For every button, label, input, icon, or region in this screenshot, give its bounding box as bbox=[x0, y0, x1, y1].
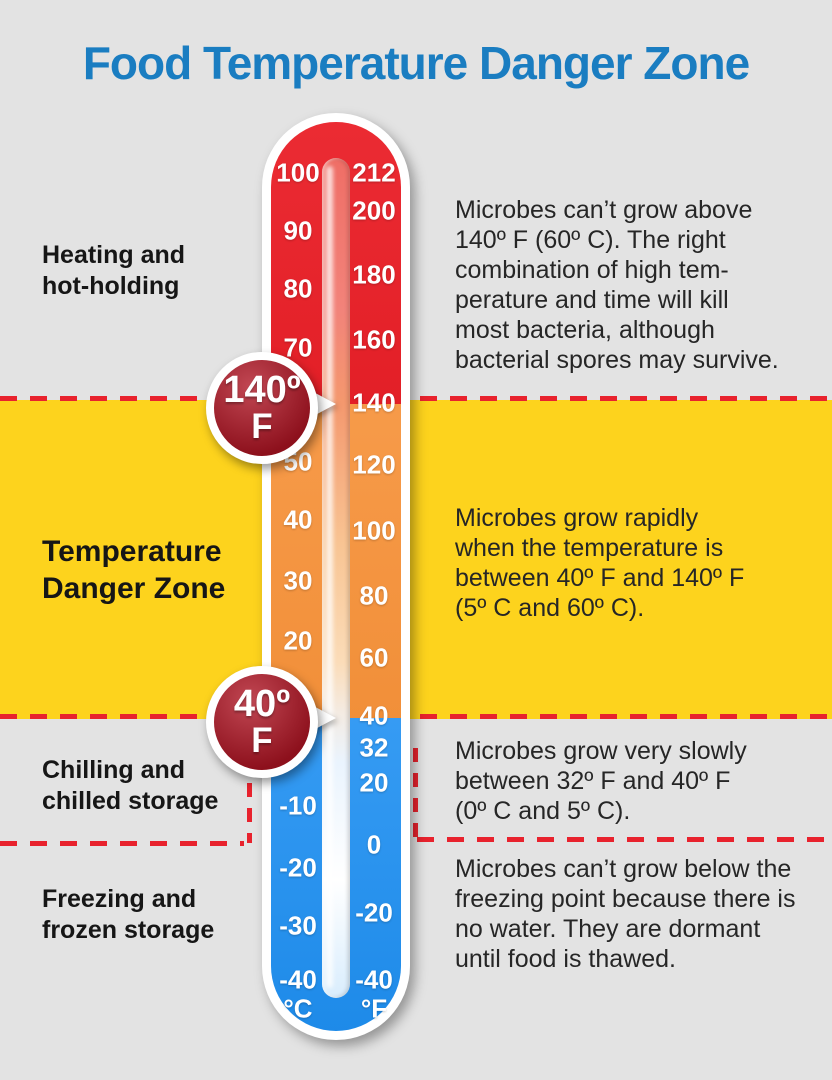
danger-zone-bottom-dashed-line bbox=[0, 714, 832, 719]
scale-tick: -40 bbox=[279, 964, 317, 995]
scale-tick: -40 bbox=[355, 964, 393, 995]
chill-zone-right-dashed-line bbox=[417, 837, 832, 842]
scale-tick: °C bbox=[283, 993, 313, 1024]
note-freezing-zone: Microbes can’t grow below the freezing p… bbox=[455, 855, 796, 973]
danger-zone-top-dashed-line bbox=[0, 396, 832, 401]
scale-tick: 70 bbox=[283, 332, 313, 363]
zone-label-chilling: Chilling and chilled storage bbox=[42, 756, 219, 815]
thermometer-tube bbox=[322, 158, 350, 998]
scale-tick: 30 bbox=[283, 565, 313, 596]
scale-tick: 140 bbox=[352, 387, 396, 418]
scale-tick: 160 bbox=[352, 324, 396, 355]
danger-zone-band bbox=[0, 400, 832, 719]
scale-tick: -20 bbox=[279, 852, 317, 883]
note-hot-zone: Microbes can’t grow above 140º F (60º C)… bbox=[455, 196, 779, 374]
scale-tick: 200 bbox=[352, 195, 396, 226]
scale-tick: 40 bbox=[359, 700, 389, 731]
badge-140f: 140º F bbox=[206, 352, 318, 464]
page-title: Food Temperature Danger Zone bbox=[82, 37, 750, 89]
scale-tick: 40 bbox=[283, 504, 313, 535]
zone-label-danger: Temperature Danger Zone bbox=[42, 535, 226, 605]
scale-tick: 100 bbox=[276, 157, 320, 188]
note-chill-zone: Microbes grow very slowly between 32º F … bbox=[455, 737, 747, 825]
note-danger-zone: Microbes grow rapidly when the temperatu… bbox=[455, 504, 745, 622]
scale-tick: 212 bbox=[352, 157, 396, 188]
scale-tick: 100 bbox=[352, 515, 396, 546]
badge-40f: 40º F bbox=[206, 666, 318, 778]
badge-40f-temp: 40º bbox=[233, 683, 291, 726]
scale-tick: 180 bbox=[352, 259, 396, 290]
scale-tick: 32 bbox=[359, 732, 389, 763]
scale-tick: 60 bbox=[359, 642, 389, 673]
scale-tick: 20 bbox=[283, 625, 313, 656]
scale-tick: 80 bbox=[283, 273, 313, 304]
chill-zone-right-dashed-connector bbox=[413, 748, 418, 840]
badge-40f-unit: F bbox=[251, 720, 273, 760]
scale-tick: 120 bbox=[352, 449, 396, 480]
badge-140f-temp: 140º bbox=[223, 369, 301, 412]
scale-tick: 90 bbox=[283, 215, 313, 246]
scale-tick: -30 bbox=[279, 910, 317, 941]
chill-zone-left-dashed-connector bbox=[247, 783, 252, 843]
scale-tick: 80 bbox=[359, 580, 389, 611]
chill-zone-left-dashed-line bbox=[0, 841, 244, 846]
zone-label-heating: Heating and hot-holding bbox=[42, 241, 186, 300]
scale-tick: -10 bbox=[279, 790, 317, 821]
scale-tick: -20 bbox=[355, 897, 393, 928]
scale-tick: 20 bbox=[359, 767, 389, 798]
zone-label-freezing: Freezing and frozen storage bbox=[42, 885, 215, 944]
badge-140f-unit: F bbox=[251, 406, 273, 446]
scale-tick: °F bbox=[360, 993, 388, 1024]
scale-tick: 0 bbox=[366, 829, 382, 860]
